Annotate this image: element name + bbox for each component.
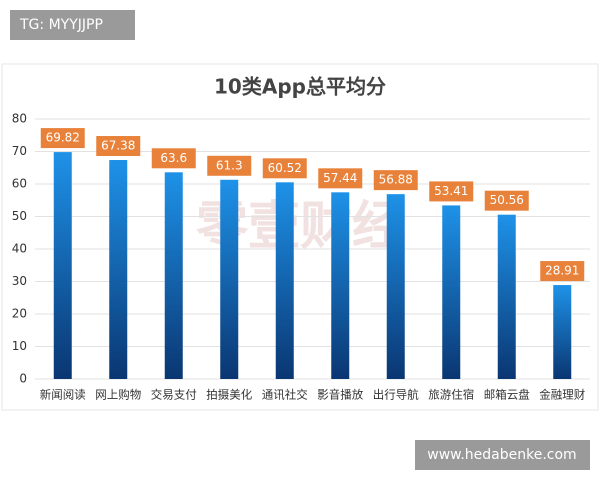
y-tick-label: 10 [12, 339, 27, 353]
site-box [415, 440, 590, 470]
value-label-box [373, 170, 418, 191]
x-tick-label: 新闻阅读 [40, 388, 86, 402]
y-tick-label: 50 [12, 209, 27, 223]
value-label: 67.38 [101, 139, 135, 153]
value-label: 56.88 [379, 173, 413, 187]
y-tick-label: 30 [12, 274, 27, 288]
bar [331, 192, 350, 379]
value-label-box [318, 168, 363, 189]
x-tick-label: 邮箱云盘 [484, 388, 530, 402]
bar [386, 194, 405, 379]
value-label: 60.52 [268, 161, 302, 175]
value-label: 28.91 [545, 264, 579, 278]
y-tick-label: 0 [19, 372, 27, 386]
value-label-box [96, 136, 141, 157]
value-label: 63.6 [160, 151, 187, 165]
y-tick-label: 40 [12, 242, 27, 256]
value-label-box [540, 261, 585, 282]
x-tick-label: 影音播放 [317, 388, 363, 402]
value-label-box [484, 190, 529, 211]
bar [220, 179, 239, 379]
value-label-box [429, 181, 474, 202]
value-label: 69.82 [46, 131, 80, 145]
value-label: 50.56 [490, 193, 524, 207]
value-label: 57.44 [323, 171, 357, 185]
value-label-box [40, 128, 85, 149]
y-tick-label: 70 [12, 144, 27, 158]
bar [553, 285, 572, 379]
bar [164, 172, 183, 379]
bar [497, 214, 516, 379]
x-tick-label: 通讯社交 [262, 388, 308, 402]
x-tick-label: 旅游住宿 [428, 388, 474, 402]
y-tick-label: 20 [12, 307, 27, 321]
value-label-box [207, 155, 252, 176]
tag-text: TG: MYYJJPP [19, 17, 103, 33]
y-tick-label: 80 [12, 112, 27, 126]
value-label-box [262, 158, 307, 179]
x-tick-label: 出行导航 [373, 388, 419, 402]
chart-title: 10类App总平均分 [214, 75, 386, 99]
site-text: www.hedabenke.com [427, 447, 576, 463]
x-tick-label: 网上购物 [95, 388, 141, 402]
x-tick-label: 金融理财 [539, 388, 585, 402]
bar [275, 182, 294, 379]
x-tick-label: 交易支付 [151, 388, 197, 402]
value-label-box [151, 148, 196, 169]
tag-box [10, 10, 135, 40]
value-label: 53.41 [434, 184, 468, 198]
value-label: 61.3 [216, 158, 243, 172]
bar [442, 205, 461, 379]
x-tick-label: 拍摄美化 [206, 388, 252, 402]
y-tick-label: 60 [12, 177, 27, 191]
bar [53, 152, 72, 379]
bar [109, 160, 128, 379]
